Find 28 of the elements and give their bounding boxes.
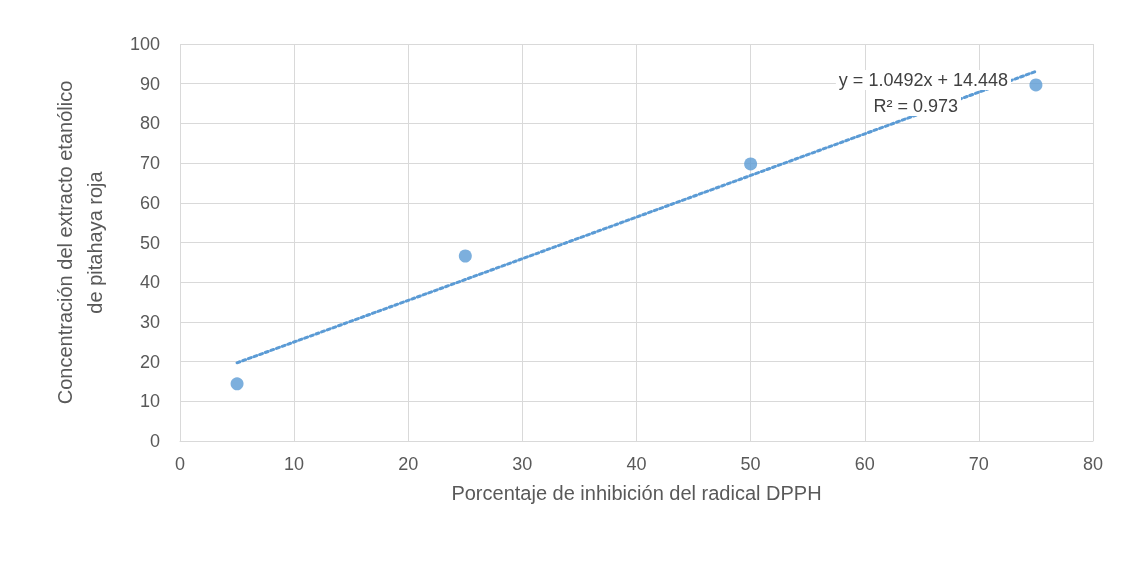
x-tick-label: 60 (854, 454, 875, 474)
y-tick-label: 30 (139, 311, 160, 332)
y-tick-label: 80 (139, 113, 160, 134)
y-tick-label: 20 (139, 351, 160, 372)
point (1029, 78, 1043, 92)
point (458, 249, 472, 263)
x-tick-label: 20 (398, 454, 419, 474)
x-tick-label: 0 (174, 454, 186, 474)
x-tick-label: 30 (512, 454, 533, 474)
annotation: R² = 0.973 (873, 96, 959, 116)
point (230, 377, 244, 391)
x-tick-label: 40 (626, 454, 647, 474)
x-tick-label: 10 (284, 454, 305, 474)
x-tick-label: 50 (740, 454, 761, 474)
x-tick-label: 80 (1082, 454, 1104, 474)
annotation: y = 1.0492x + 14.448 (838, 70, 1008, 90)
x-axis-title: Porcentaje de inhibición del radical DPPH (451, 482, 822, 504)
point (744, 157, 758, 171)
y-axis-title: Concentración del extracto etanólico de pitahaya roja (54, 80, 106, 405)
y-tick-label: 100 (129, 34, 160, 54)
y-tick-label: 50 (139, 232, 160, 253)
y-tick-label: 60 (139, 192, 160, 213)
y-tick-label: 10 (139, 391, 160, 412)
y-tick-label: 70 (139, 153, 160, 174)
y-tick-label: 0 (149, 431, 160, 451)
y-tick-label: 40 (139, 272, 160, 293)
x-tick-label: 70 (968, 454, 989, 474)
y-tick-label: 90 (139, 73, 160, 94)
